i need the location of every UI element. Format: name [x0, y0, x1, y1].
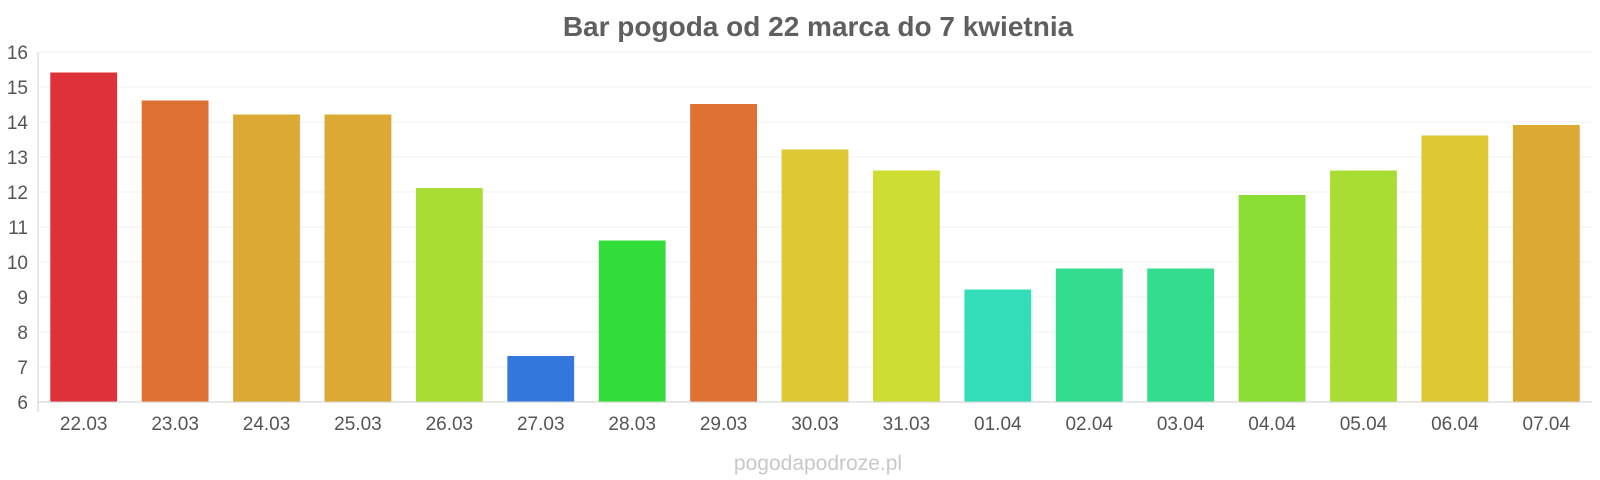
bar-23.03[interactable]: [141, 100, 209, 403]
bar-02.04[interactable]: [1055, 268, 1123, 403]
bar-04.04[interactable]: [1238, 195, 1306, 403]
chart-title: Bar pogoda od 22 marca do 7 kwietnia: [563, 11, 1074, 42]
bar-05.04[interactable]: [1330, 170, 1397, 403]
y-tick-label: 12: [7, 183, 28, 204]
y-tick-label: 14: [7, 113, 29, 134]
y-tick-label: 16: [7, 43, 28, 64]
y-tick-label: 15: [7, 78, 28, 99]
x-tick-label: 03.04: [1157, 414, 1205, 435]
x-tick-label: 04.04: [1248, 414, 1296, 435]
bar-31.03[interactable]: [873, 170, 940, 403]
bar-28.03[interactable]: [598, 240, 666, 403]
bar-29.03[interactable]: [690, 104, 757, 403]
x-tick-label: 23.03: [151, 414, 199, 435]
y-tick-label: 10: [7, 253, 28, 274]
y-axis-ticks: 6 7 8 9 10 11 12 13 14 15 16: [7, 43, 29, 414]
x-tick-label: 30.03: [791, 414, 839, 435]
x-tick-label: 27.03: [517, 414, 565, 435]
x-tick-label: 25.03: [334, 414, 382, 435]
bar-01.04[interactable]: [964, 289, 1032, 403]
bar-06.04[interactable]: [1421, 135, 1489, 403]
bar-27.03[interactable]: [507, 356, 575, 403]
x-tick-label: 29.03: [700, 414, 748, 435]
bar-25.03[interactable]: [324, 114, 392, 403]
x-tick-label: 24.03: [243, 414, 291, 435]
x-tick-label: 22.03: [60, 414, 108, 435]
y-tick-label: 9: [17, 288, 28, 309]
x-tick-label: 05.04: [1340, 414, 1388, 435]
watermark: pogodapodroze.pl: [734, 452, 902, 475]
bar-24.03[interactable]: [233, 114, 300, 403]
x-tick-label: 06.04: [1431, 414, 1479, 435]
x-axis-ticks: 22.03 23.03 24.03 25.03 26.03 27.03 28.03 29.03…: [60, 414, 1571, 435]
y-tick-label: 6: [17, 393, 28, 414]
bar-26.03[interactable]: [415, 188, 483, 403]
bars: [50, 72, 1580, 403]
bar-07.04[interactable]: [1512, 125, 1580, 403]
bar-22.03[interactable]: [50, 72, 118, 403]
x-tick-label: 07.04: [1523, 414, 1571, 435]
x-tick-label: 28.03: [608, 414, 656, 435]
bar-03.04[interactable]: [1147, 268, 1215, 403]
y-tick-label: 8: [17, 323, 28, 344]
x-tick-label: 01.04: [974, 414, 1022, 435]
x-tick-label: 02.04: [1065, 414, 1113, 435]
y-tick-label: 7: [17, 358, 28, 379]
x-tick-label: 26.03: [426, 414, 474, 435]
x-tick-label: 31.03: [883, 414, 931, 435]
y-tick-label: 11: [8, 218, 28, 239]
y-tick-label: 13: [7, 148, 28, 169]
bar-30.03[interactable]: [781, 149, 849, 403]
